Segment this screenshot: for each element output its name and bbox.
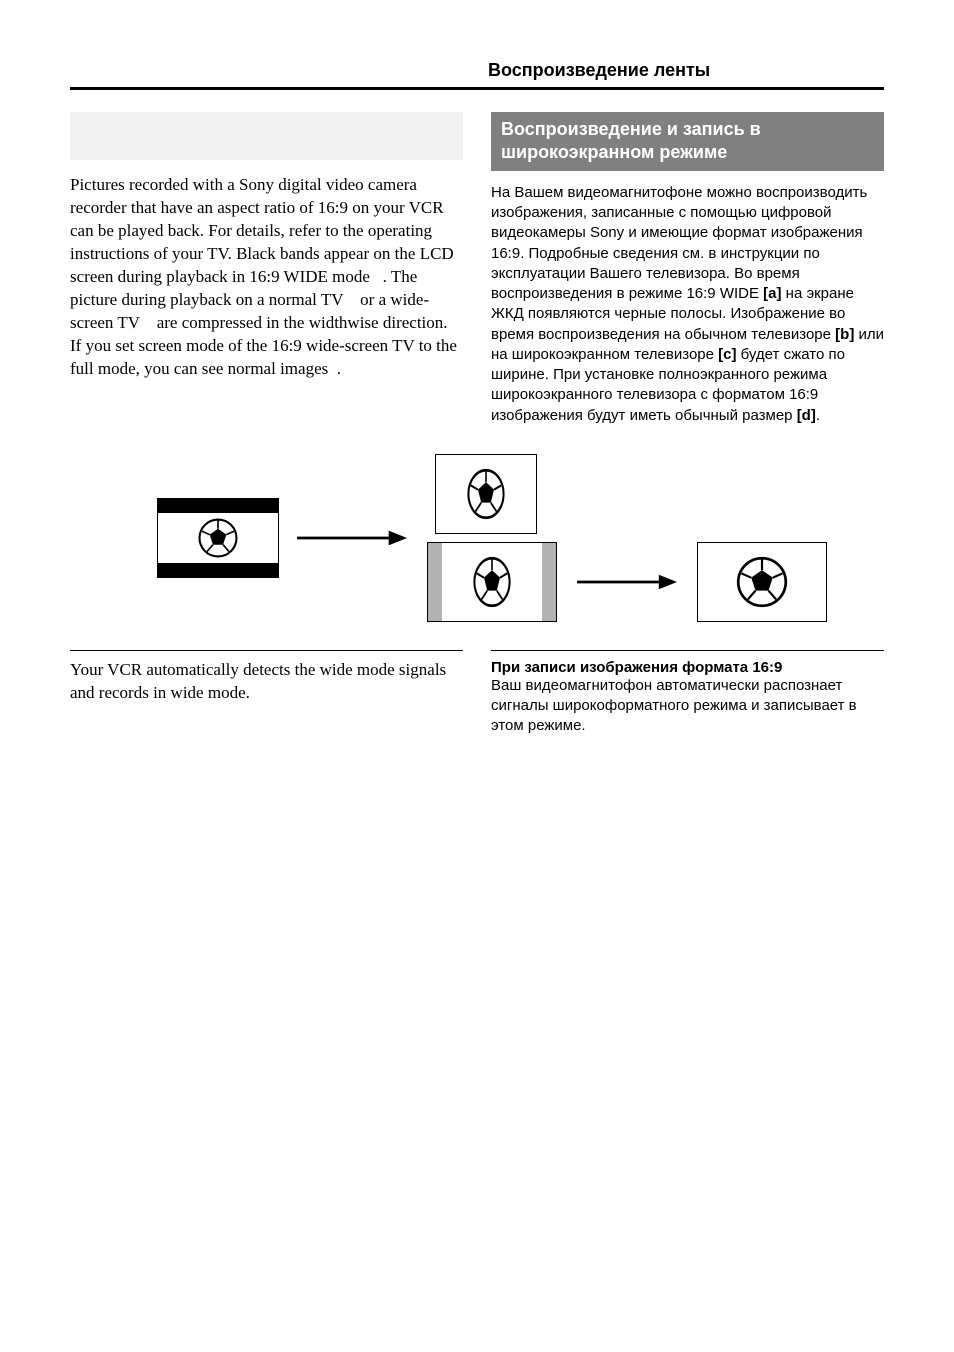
two-column-layout: Pictures recorded with a Sony digital vi… — [70, 112, 884, 426]
pillar-left — [428, 543, 442, 621]
right-body-part-8: . — [816, 407, 820, 424]
figure-frame-d-full-mode — [697, 542, 827, 622]
right-body-ref-c: [c] — [718, 346, 736, 363]
pillar-right — [542, 543, 556, 621]
right-body-ref-a: [a] — [763, 285, 781, 302]
right-body-text: На Вашем видеомагнитофоне можно воспроиз… — [491, 183, 884, 426]
figure-frame-c-wide-tv-squeezed — [427, 542, 557, 622]
right-body-ref-d: [d] — [797, 407, 816, 424]
left-body-text: Pictures recorded with a Sony digital vi… — [70, 174, 463, 380]
left-gray-header-placeholder — [70, 112, 463, 160]
right-mid-rule — [491, 650, 884, 651]
figure-left-group — [157, 498, 407, 578]
arrow-icon — [297, 528, 407, 548]
soccer-ball-icon — [466, 467, 506, 521]
arrow-icon — [577, 572, 677, 592]
right-body-ref-b: [b] — [835, 326, 854, 343]
right-below-text: Ваш видеомагнитофон автоматически распоз… — [491, 676, 884, 737]
below-figure-row: Your VCR automatically detects the wide … — [70, 632, 884, 737]
figure-right-group — [427, 454, 827, 622]
figure-row — [70, 454, 884, 622]
right-below-column: При записи изображения формата 16:9 Ваш … — [491, 632, 884, 737]
soccer-ball-icon — [735, 555, 789, 609]
page-section-title-right: Воспроизведение ленты — [488, 60, 884, 81]
soccer-ball-icon — [197, 517, 239, 559]
right-subhead: При записи изображения формата 16:9 — [491, 659, 884, 676]
figure-frame-a-letterbox — [157, 498, 279, 578]
left-below-column: Your VCR automatically detects the wide … — [70, 632, 463, 737]
top-rule — [70, 87, 884, 90]
soccer-ball-icon — [472, 555, 512, 609]
right-section-title: Воспроизведение и запись в широкоэкранно… — [491, 112, 884, 171]
left-below-text: Your VCR automatically detects the wide … — [70, 659, 463, 705]
left-column: Pictures recorded with a Sony digital vi… — [70, 112, 463, 426]
right-column: Воспроизведение и запись в широкоэкранно… — [491, 112, 884, 426]
figure-right-bottom-row — [427, 542, 827, 622]
left-mid-rule — [70, 650, 463, 651]
figure-frame-b-normal-tv — [435, 454, 537, 534]
